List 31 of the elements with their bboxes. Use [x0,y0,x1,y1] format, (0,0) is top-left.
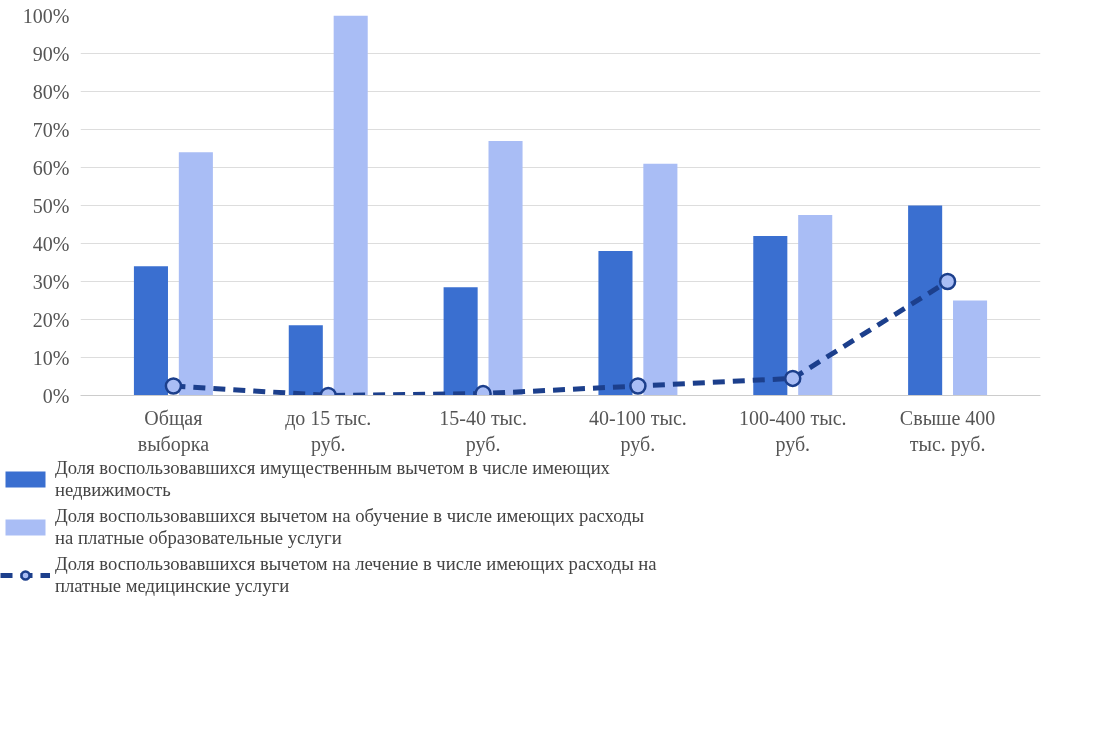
y-tick-label: 80% [32,80,70,103]
x-tick-label: 40-100 тыс. руб. [589,406,687,456]
bar [753,235,788,396]
x-tick-label: 15-40 тыс. руб. [439,406,527,456]
x-tick-label: до 15 тыс. руб. [285,406,372,456]
y-tick-label: 70% [32,118,70,141]
point [784,369,802,388]
y-tick-label: 40% [32,232,70,255]
x-tick-label: Общая выборка [137,406,210,456]
legend-label: Доля воспользовавшихся имущественным вычетом в числе имеющих недвижимость [55,457,610,501]
y-tick-label: 0% [42,384,70,407]
point [629,377,647,395]
bar [288,325,323,396]
y-tick-label: 30% [32,270,70,293]
legend-label: Доля воспользовавшихся вычетом на лечение в числе имеющих расходы на платные медицинские услуги [55,553,657,597]
bar [598,251,633,396]
y-tick-label: 10% [32,346,70,369]
x-tick-label: 100-400 тыс. руб. [738,406,847,456]
x-tick-label: Свыше 400 тыс. руб. [899,406,996,456]
bar [443,287,478,396]
y-tick-label: 60% [32,156,70,179]
y-tick-label: 20% [32,308,70,331]
y-tick-label: 90% [32,42,70,65]
point [938,272,957,291]
bar [133,266,168,396]
bar [953,300,988,396]
y-tick-label: 50% [32,194,70,217]
y-tick-label: 100% [22,4,70,27]
point [164,377,183,395]
bar [908,205,943,396]
legend-label: Доля воспользовавшихся вычетом на обучение в числе имеющих расходы на платные образовательные услуги [55,505,645,549]
